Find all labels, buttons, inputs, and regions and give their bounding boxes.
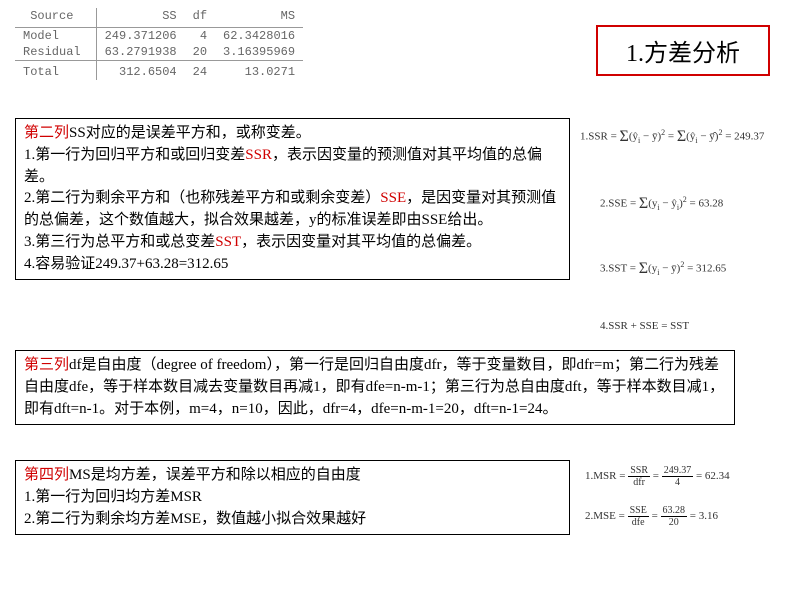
row-total-ss: 312.6504	[96, 61, 185, 81]
ss-line3b: ，表示因变量对其平均值的总偏差。	[241, 234, 481, 250]
ss-heading: 第二列	[24, 125, 69, 141]
ss-line1a: 1.第一行为回归平方和或回归变差	[24, 147, 245, 163]
ss-heading-tail: SS对应的是误差平方和，或称变差。	[69, 125, 311, 141]
df-text: df是自由度（degree of freedom），第一行是回归自由度dfr，等…	[24, 357, 724, 417]
th-source: Source	[15, 8, 96, 28]
row-model-ms: 62.3428016	[215, 28, 303, 45]
ms-line2: 2.第二行为剩余均方差MSE，数值越小拟合效果越好	[24, 511, 366, 527]
ss-ssr: SSR	[245, 147, 272, 163]
page-title: 1.方差分析	[596, 25, 770, 76]
ss-sst: SST	[215, 234, 241, 250]
formula-sum: 4.SSR + SSE = SST	[600, 320, 689, 332]
ss-line3a: 3.第三行为总平方和或总变差	[24, 234, 215, 250]
row-resid-src: Residual	[15, 44, 96, 61]
ms-heading: 第四列	[24, 467, 69, 483]
row-model-src: Model	[15, 28, 96, 45]
row-resid-ss: 63.2791938	[96, 44, 185, 61]
th-df: df	[185, 8, 215, 28]
row-model-df: 4	[185, 28, 215, 45]
anova-table: Source SS df MS Model 249.371206 4 62.34…	[15, 8, 303, 80]
ms-heading-tail: MS是均方差，误差平方和除以相应的自由度	[69, 467, 361, 483]
formula-sst: 3.SST = Σ(yi − ȳ)2 = 312.65	[600, 260, 726, 278]
df-heading: 第三列	[24, 357, 69, 373]
ss-sse: SSE	[380, 190, 406, 206]
row-resid-ms: 3.16395969	[215, 44, 303, 61]
ss-line2a: 2.第二行为剩余平方和（也称残差平方和或剩余变差）	[24, 190, 380, 206]
formula-msr: 1.MSR = SSRdfr = 249.374 = 62.34	[585, 465, 730, 488]
explain-df-box: 第三列df是自由度（degree of freedom），第一行是回归自由度df…	[15, 350, 735, 425]
msr-label: 1.MSR =	[585, 470, 625, 482]
row-resid-df: 20	[185, 44, 215, 61]
ss-line4: 4.容易验证249.37+63.28=312.65	[24, 256, 228, 272]
formula-mse: 2.MSE = SSEdfe = 63.2820 = 3.16	[585, 505, 718, 528]
formula-ssr: 1.SSR = Σ(ŷi − ȳ)2 = Σ(ŷi − ȳ̂)2 = 249.3…	[580, 128, 764, 146]
mse-label: 2.MSE =	[585, 510, 625, 522]
row-total-df: 24	[185, 61, 215, 81]
th-ss: SS	[96, 8, 185, 28]
row-total-src: Total	[15, 61, 96, 81]
ms-line1: 1.第一行为回归均方差MSR	[24, 489, 202, 505]
formula-sse: 2.SSE = Σ(yi − ŷi)2 = 63.28	[600, 195, 723, 213]
row-total-ms: 13.0271	[215, 61, 303, 81]
explain-ms-box: 第四列MS是均方差，误差平方和除以相应的自由度 1.第一行为回归均方差MSR 2…	[15, 460, 570, 535]
row-model-ss: 249.371206	[96, 28, 185, 45]
th-ms: MS	[215, 8, 303, 28]
explain-ss-box: 第二列SS对应的是误差平方和，或称变差。 1.第一行为回归平方和或回归变差SSR…	[15, 118, 570, 280]
